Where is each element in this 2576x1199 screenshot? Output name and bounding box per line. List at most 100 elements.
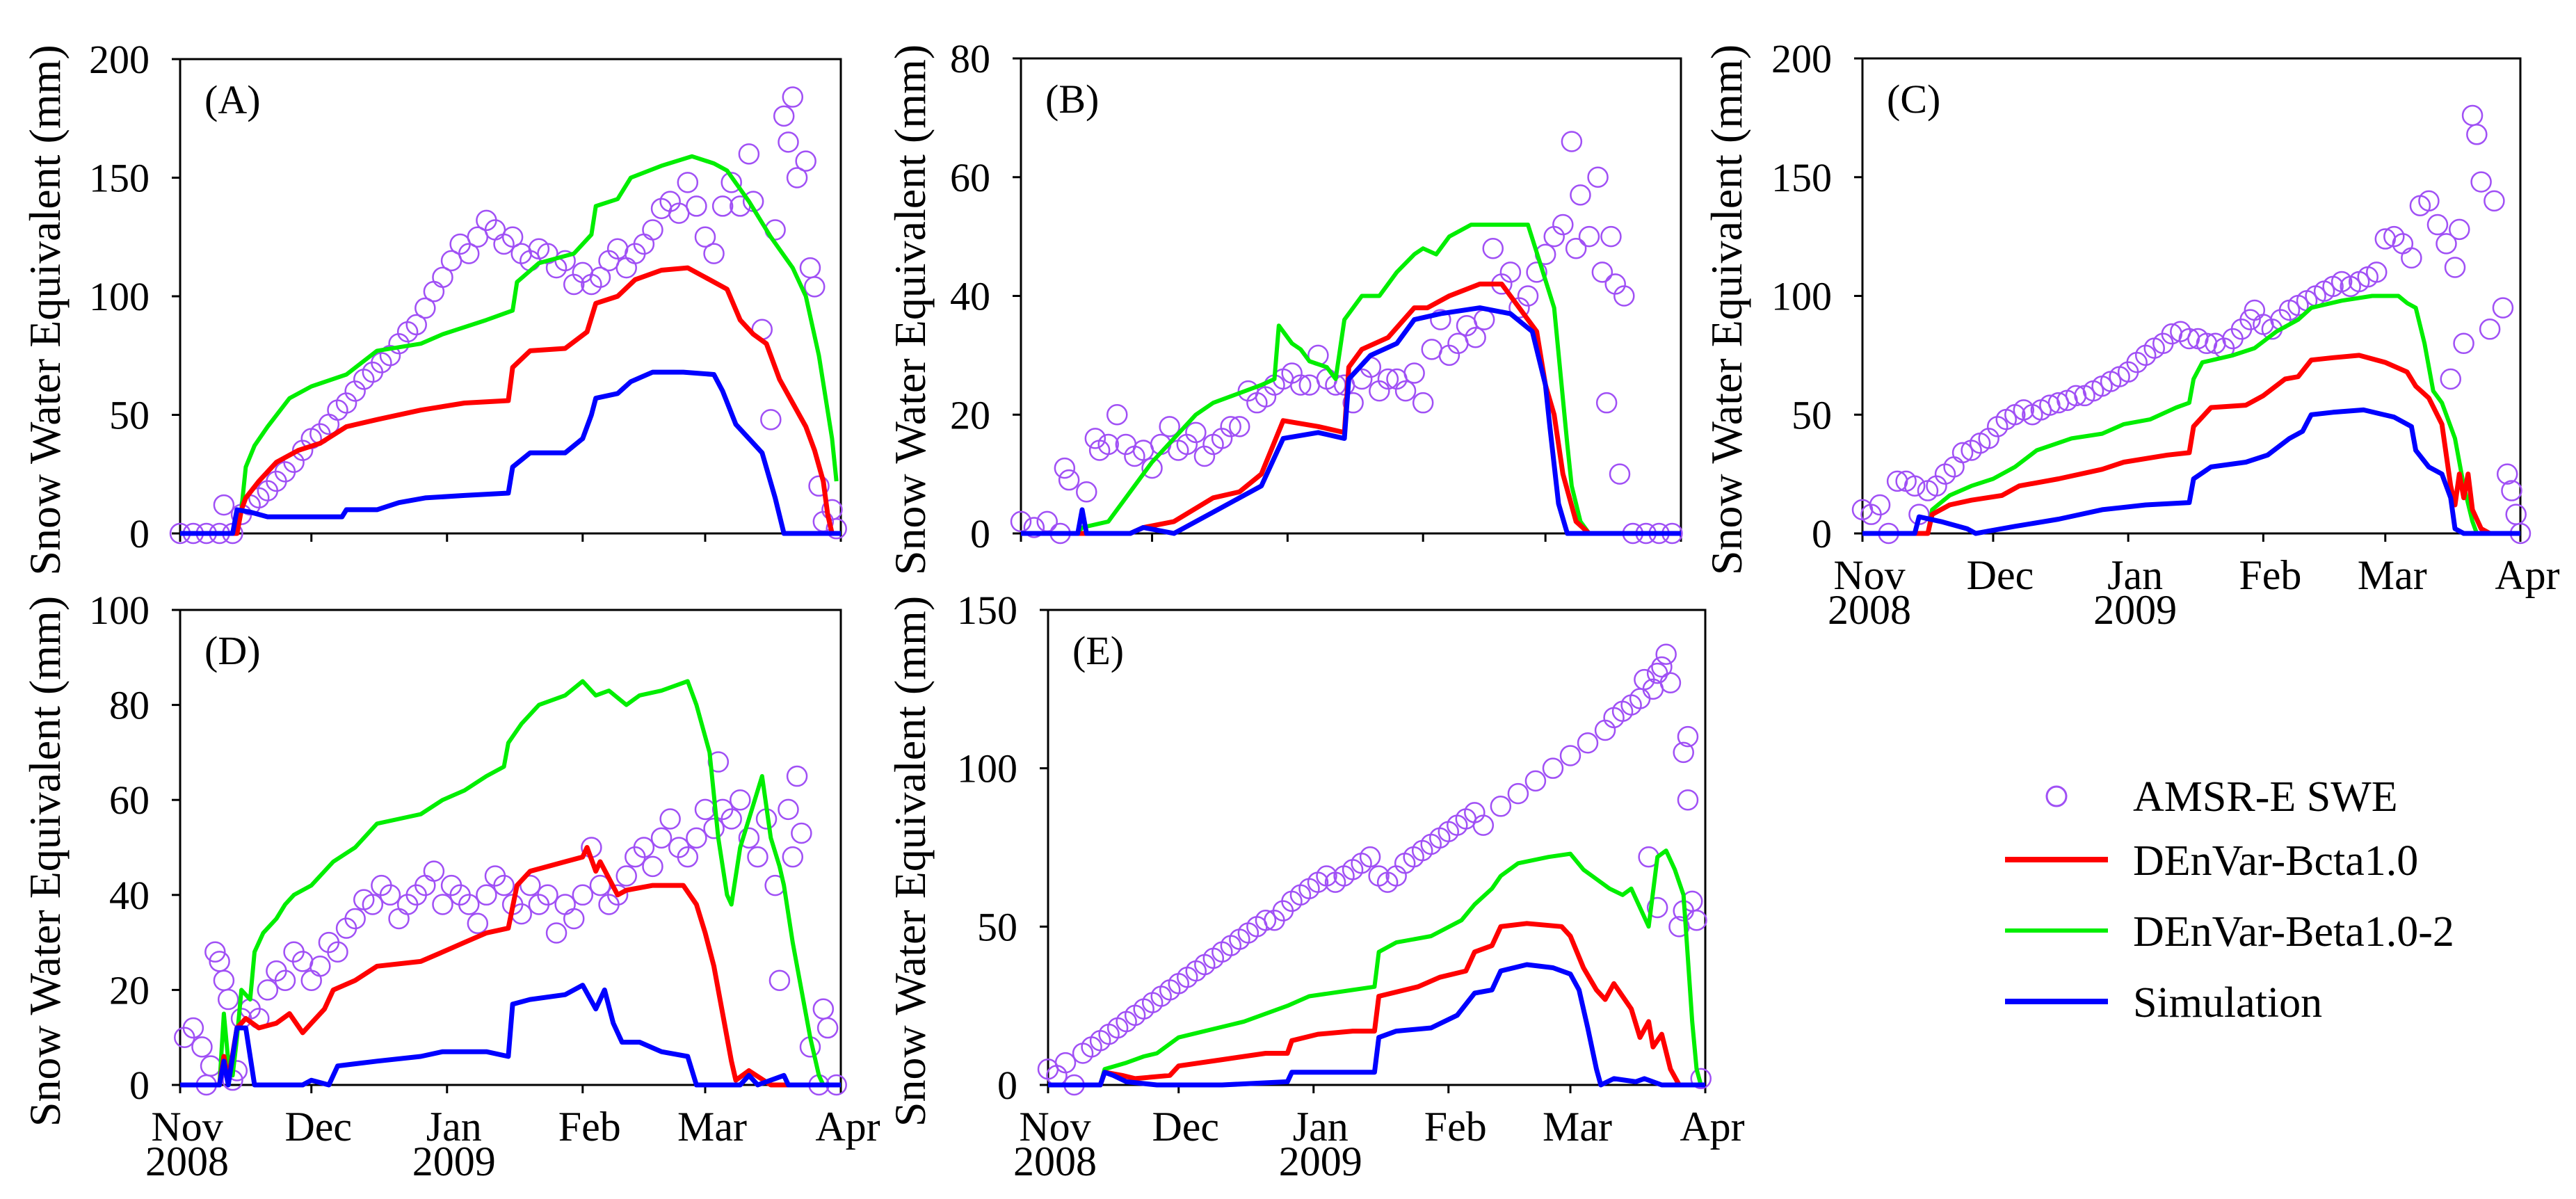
series-line-denvar-bcta1-0 — [1862, 353, 2520, 536]
scatter-point — [1517, 285, 1539, 307]
y-tick-label: 100 — [1771, 274, 1832, 319]
scatter-point — [768, 969, 791, 991]
x-tick-label: Apr — [2495, 552, 2559, 598]
scatter-point — [2479, 319, 2501, 340]
scatter-point — [2466, 124, 2488, 145]
scatter-point — [327, 941, 348, 963]
y-tick-label: 50 — [1792, 392, 1832, 437]
legend: AMSR-E SWE DEnVar-Bcta1.0 DEnVar-Beta1.0… — [2005, 773, 2454, 1027]
scatter-point — [642, 855, 663, 878]
scatter-point — [721, 172, 742, 193]
y-axis-label: Snow Water Equivalent (mm) — [885, 596, 935, 1127]
x-tick-label: Apr — [815, 1104, 880, 1150]
scatter-point — [2484, 190, 2505, 212]
scatter-point — [327, 399, 348, 421]
y-tick-label: 80 — [109, 683, 150, 728]
scatter-point — [458, 243, 480, 264]
scatter-point — [1428, 827, 1451, 849]
panel-label: (B) — [1045, 77, 1099, 122]
plot-frame — [179, 609, 842, 1086]
x-tick-label: Jan — [2107, 552, 2163, 598]
x-tick-label: Mar — [2358, 552, 2427, 598]
scatter-point — [694, 798, 716, 821]
y-tick-label: 0 — [970, 511, 990, 556]
scatter-point — [738, 143, 760, 165]
scatter-point — [721, 808, 742, 830]
series-line-denvar-bcta1-0 — [180, 265, 841, 536]
scatter-point — [2501, 480, 2522, 501]
scatter-point — [309, 956, 331, 977]
scatter-point — [589, 874, 611, 896]
scatter-point — [589, 266, 611, 288]
scatter-point — [2178, 328, 2200, 350]
scatter-point — [2440, 368, 2462, 390]
scatter-point — [812, 998, 835, 1020]
y-tick-label: 100 — [957, 746, 1017, 791]
scatter-point — [1185, 960, 1207, 982]
scatter-point — [1542, 757, 1564, 779]
scatter-point — [572, 884, 594, 906]
scatter-point — [423, 860, 445, 882]
x-tick-label: Nov — [151, 1104, 223, 1150]
scatter-point — [642, 219, 663, 241]
scatter-point — [1673, 741, 1694, 764]
scatter-point — [1237, 922, 1259, 944]
scatter-point — [778, 131, 799, 153]
scatter-point — [703, 817, 725, 839]
x-tick-year-label: 2009 — [1279, 1138, 1362, 1184]
scatter-point — [200, 1055, 222, 1077]
x-tick-label: Dec — [1152, 1104, 1219, 1150]
scatter-point — [1116, 1011, 1137, 1033]
scatter-point — [554, 894, 576, 915]
scatter-point — [2392, 233, 2414, 255]
scatter-point — [2366, 261, 2388, 283]
scatter-point — [1570, 184, 1591, 206]
scatter-point — [388, 908, 410, 930]
scatter-point — [213, 969, 235, 991]
scatter-point — [795, 150, 816, 172]
scatter-point — [1412, 392, 1434, 414]
scatter-point — [1377, 368, 1399, 390]
scatter-point — [1054, 1052, 1077, 1074]
scatter-point — [2461, 104, 2484, 127]
scatter-point — [1298, 374, 1321, 396]
scatter-point — [1609, 463, 1631, 485]
panel-label: (E) — [1072, 628, 1124, 673]
scatter-point — [1686, 909, 1707, 931]
series-line-denvar-bcta1-0 — [180, 845, 841, 1088]
y-tick-label: 0 — [129, 511, 150, 556]
y-tick-label: 100 — [89, 274, 150, 319]
panel-label: (C) — [1887, 77, 1940, 122]
scatter-amsr-e-swe — [1851, 104, 2531, 545]
scatter-point — [362, 894, 384, 915]
scatter-point — [1289, 884, 1312, 906]
scatter-point — [1054, 457, 1076, 479]
scatter-point — [1072, 1043, 1094, 1064]
scatter-point — [2496, 463, 2518, 485]
scatter-point — [1141, 992, 1164, 1013]
scatter-point — [379, 884, 401, 906]
series-line-simulation — [180, 369, 841, 536]
scatter-point — [1133, 998, 1154, 1020]
x-tick-label: Feb — [1424, 1104, 1487, 1150]
scatter-point — [520, 874, 541, 896]
y-tick-label: 60 — [109, 778, 150, 823]
scatter-point — [1903, 475, 1926, 497]
scatter-point — [1473, 309, 1495, 330]
legend-label-amsr-e: AMSR-E SWE — [2133, 773, 2398, 821]
scatter-point — [791, 822, 812, 844]
scatter-point — [2492, 297, 2514, 319]
scatter-point — [1565, 237, 1587, 259]
x-tick-label: Apr — [1680, 1104, 1744, 1150]
scatter-point — [677, 172, 699, 193]
scatter-point — [432, 894, 453, 915]
series-line-denvar-beta1-0-2 — [1862, 293, 2520, 536]
scatter-point — [1438, 821, 1460, 842]
legend-label-denvar-beta1-2: DEnVar-Beta1.0-2 — [2133, 908, 2454, 956]
scatter-point — [799, 257, 821, 279]
scatter-point — [1620, 694, 1642, 716]
scatter-point — [1076, 481, 1097, 503]
series-line-simulation — [1021, 305, 1681, 536]
